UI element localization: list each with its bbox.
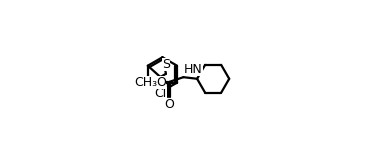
Text: O: O [165,98,174,111]
Text: Cl: Cl [154,87,166,100]
Text: S: S [162,58,170,71]
Text: O: O [156,76,166,89]
Text: CH₃: CH₃ [134,76,157,89]
Text: HN: HN [184,63,203,76]
